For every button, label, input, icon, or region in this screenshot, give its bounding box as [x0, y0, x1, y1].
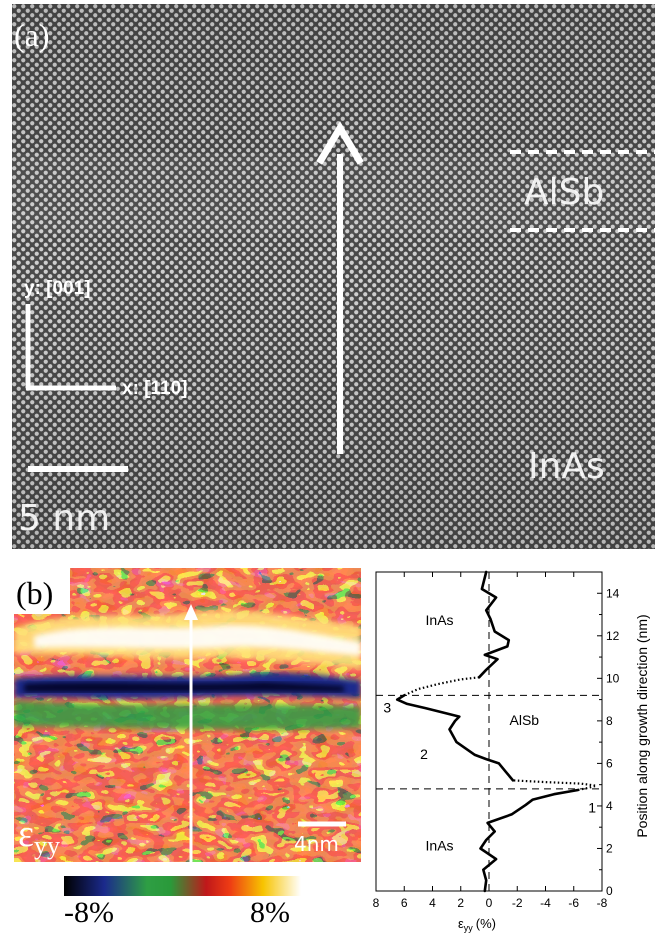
axis-x-label: x: [110]: [122, 378, 187, 399]
strain-curve-group: [395, 570, 597, 893]
feature-number-label: 1: [588, 799, 596, 815]
hrtem-image-panel: (a) AlSb InAs y: [001] x: [110] 5 nm: [12, 4, 655, 549]
axis-y-label: y: [001]: [24, 278, 91, 299]
strain-colorbar: [64, 876, 301, 896]
x-tick-label: 0: [486, 896, 493, 910]
layer-label-inas: InAs: [528, 446, 605, 487]
x-tick-label: 2: [457, 896, 464, 910]
x-tick-label: -8: [597, 896, 608, 910]
y-tick-label: 10: [606, 671, 620, 685]
x-tick-label: 6: [401, 896, 408, 910]
profile-arrowhead-icon: [184, 604, 198, 620]
panel-a-label: (a): [14, 17, 50, 53]
strain-curve-dotted: [512, 779, 597, 792]
feature-number-label: 2: [420, 746, 428, 762]
feature-number-label: 3: [383, 699, 391, 715]
strain-curve-solid: [477, 570, 511, 679]
region-label: InAs: [426, 612, 454, 628]
growth-direction-arrowhead-icon: [316, 121, 364, 165]
x-tick-label: 8: [373, 896, 380, 910]
scale-bar-b-label: 4nm: [294, 832, 339, 856]
y-tick-label: 14: [606, 586, 620, 600]
plot-reference-lines: [376, 572, 602, 891]
y-tick-label: 12: [606, 629, 620, 643]
scale-bar-a-label: 5 nm: [18, 498, 110, 539]
strain-curve-dotted: [403, 676, 480, 697]
y-axis-label: Position along growth direction (nm): [634, 614, 650, 837]
y-tick-label: 6: [606, 756, 613, 770]
region-label: InAs: [426, 838, 454, 854]
x-axis-label: εyy (%): [458, 916, 496, 933]
x-tick-label: -4: [540, 896, 551, 910]
strain-curve-solid: [395, 694, 515, 782]
x-tick-label: -2: [512, 896, 523, 910]
y-tick-label: 2: [606, 841, 613, 855]
colorbar-min-label: -8%: [64, 896, 114, 929]
colorbar-max-label: 8%: [250, 896, 290, 929]
panel-b-label: (b): [16, 575, 53, 611]
x-tick-label: 4: [429, 896, 436, 910]
strain-curve-solid: [479, 788, 580, 893]
y-tick-label: 8: [606, 714, 613, 728]
x-tick-label: -6: [568, 896, 579, 910]
region-label: AlSb: [510, 712, 540, 728]
y-tick-label: 0: [606, 884, 613, 898]
layer-label-alsb: AlSb: [524, 172, 604, 213]
y-tick-label: 4: [606, 799, 613, 813]
strain-map-panel: (b) εyy 4nm: [14, 568, 361, 862]
strain-symbol-label: εyy: [18, 813, 60, 860]
plot-labels-group: InAs AlSb InAs 1 2 3: [383, 612, 596, 853]
